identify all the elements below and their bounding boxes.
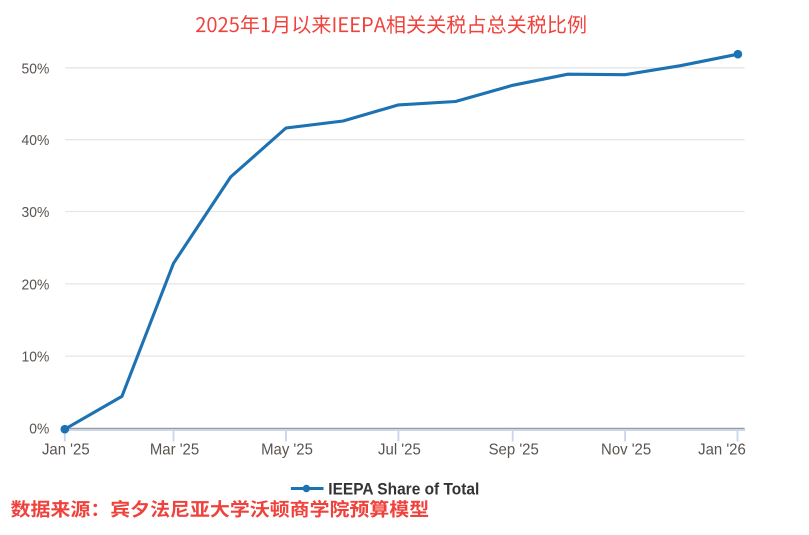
svg-text:0%: 0% [29, 421, 49, 438]
svg-text:Nov '25: Nov '25 [601, 441, 651, 458]
svg-text:Jan '26: Jan '26 [698, 441, 746, 458]
svg-text:10%: 10% [22, 349, 50, 366]
svg-text:Mar '25: Mar '25 [150, 441, 200, 458]
svg-text:May '25: May '25 [261, 441, 313, 458]
svg-text:IEEPA Share of Total: IEEPA Share of Total [328, 480, 479, 498]
svg-text:40%: 40% [22, 132, 50, 149]
svg-text:Sep '25: Sep '25 [489, 441, 540, 458]
svg-text:30%: 30% [22, 204, 50, 221]
svg-text:20%: 20% [22, 276, 50, 293]
svg-text:50%: 50% [22, 60, 50, 77]
svg-text:Jan '25: Jan '25 [42, 441, 90, 458]
svg-text:Jul '25: Jul '25 [378, 441, 421, 458]
